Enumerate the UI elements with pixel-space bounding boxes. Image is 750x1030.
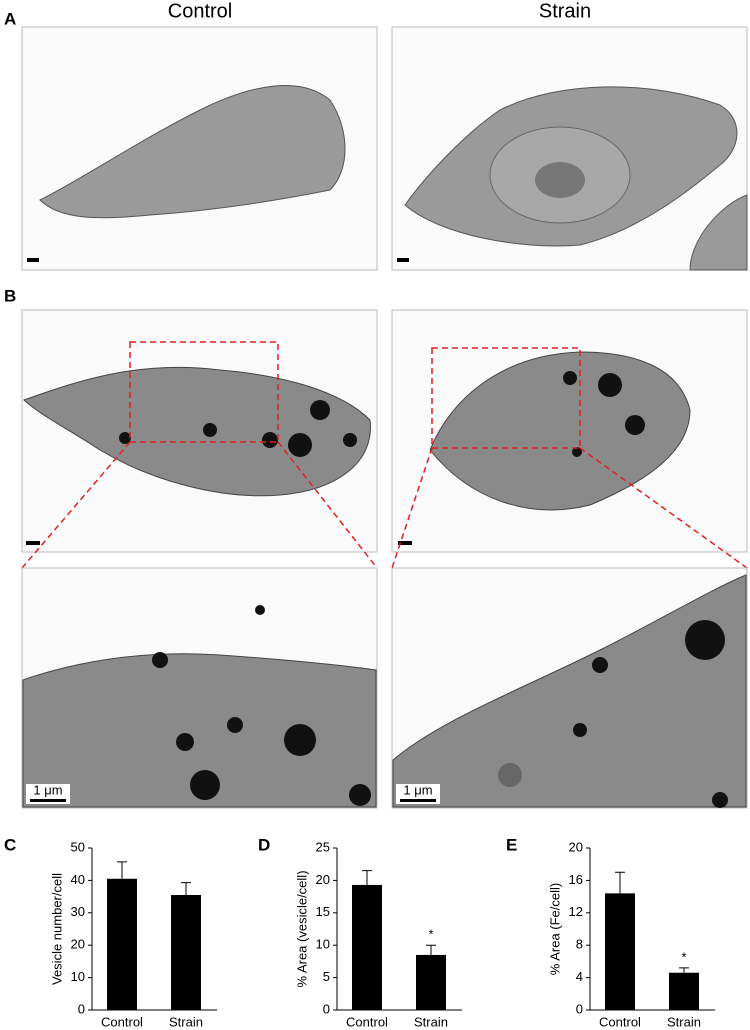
micrograph <box>21 309 378 553</box>
y-tick-label: 4 <box>576 969 583 984</box>
bar <box>669 972 699 1010</box>
y-tick-label: 0 <box>576 1001 583 1016</box>
y-tick-label: 10 <box>316 937 330 952</box>
panel-label: A <box>4 9 16 28</box>
y-tick-label: 20 <box>316 872 330 887</box>
scale-label: 1 μm <box>403 782 432 797</box>
micrograph: 1 μm <box>21 567 378 809</box>
error-bar <box>181 882 191 895</box>
zoom-line <box>21 441 131 569</box>
y-tick-label: 30 <box>71 904 85 919</box>
y-axis-label: Vesicle number/cell <box>49 873 64 985</box>
y-tick-label: 10 <box>71 969 85 984</box>
zoom-line <box>391 447 433 569</box>
y-axis-label: % Area (vesicle/cell) <box>294 870 309 987</box>
x-tick-label: Control <box>101 1014 143 1029</box>
y-tick-label: 8 <box>576 937 583 952</box>
column-header: Control <box>168 0 232 22</box>
y-tick-label: 12 <box>569 904 583 919</box>
zoom-line <box>579 447 748 569</box>
zoom-line <box>277 441 378 569</box>
y-tick-label: 15 <box>316 904 330 919</box>
micrograph: 1 μm <box>391 567 748 809</box>
scale-label: 1 μm <box>33 782 62 797</box>
micrograph <box>391 26 748 271</box>
x-tick-label: Strain <box>667 1014 701 1029</box>
error-bar <box>117 861 127 879</box>
y-tick-label: 5 <box>323 969 330 984</box>
bar <box>352 884 382 1010</box>
panel-label: E <box>506 835 517 854</box>
y-tick-label: 20 <box>569 839 583 854</box>
significance-marker: * <box>681 949 686 964</box>
y-tick-label: 20 <box>71 937 85 952</box>
x-tick-label: Strain <box>414 1014 448 1029</box>
panel-label: C <box>4 835 16 854</box>
y-tick-label: 0 <box>323 1001 330 1016</box>
bar <box>416 954 446 1010</box>
x-tick-label: Control <box>346 1014 388 1029</box>
significance-marker: * <box>428 927 433 942</box>
y-tick-label: 0 <box>78 1001 85 1016</box>
micrograph <box>391 309 748 553</box>
bar <box>107 878 137 1010</box>
error-bar <box>426 944 436 955</box>
y-tick-label: 40 <box>71 872 85 887</box>
bar <box>171 894 201 1010</box>
micrograph <box>21 26 378 271</box>
error-bar <box>615 871 625 894</box>
y-tick-label: 50 <box>71 839 85 854</box>
panel-label: D <box>258 835 270 854</box>
y-tick-label: 16 <box>569 872 583 887</box>
y-axis-label: % Area (Fe/cell) <box>547 883 562 975</box>
y-tick-label: 25 <box>316 839 330 854</box>
error-bar <box>362 870 372 885</box>
bar <box>605 893 635 1010</box>
panel-label: B <box>4 286 16 305</box>
error-bar <box>679 967 689 973</box>
x-tick-label: Strain <box>169 1014 203 1029</box>
column-header: Strain <box>539 0 591 22</box>
x-tick-label: Control <box>599 1014 641 1029</box>
